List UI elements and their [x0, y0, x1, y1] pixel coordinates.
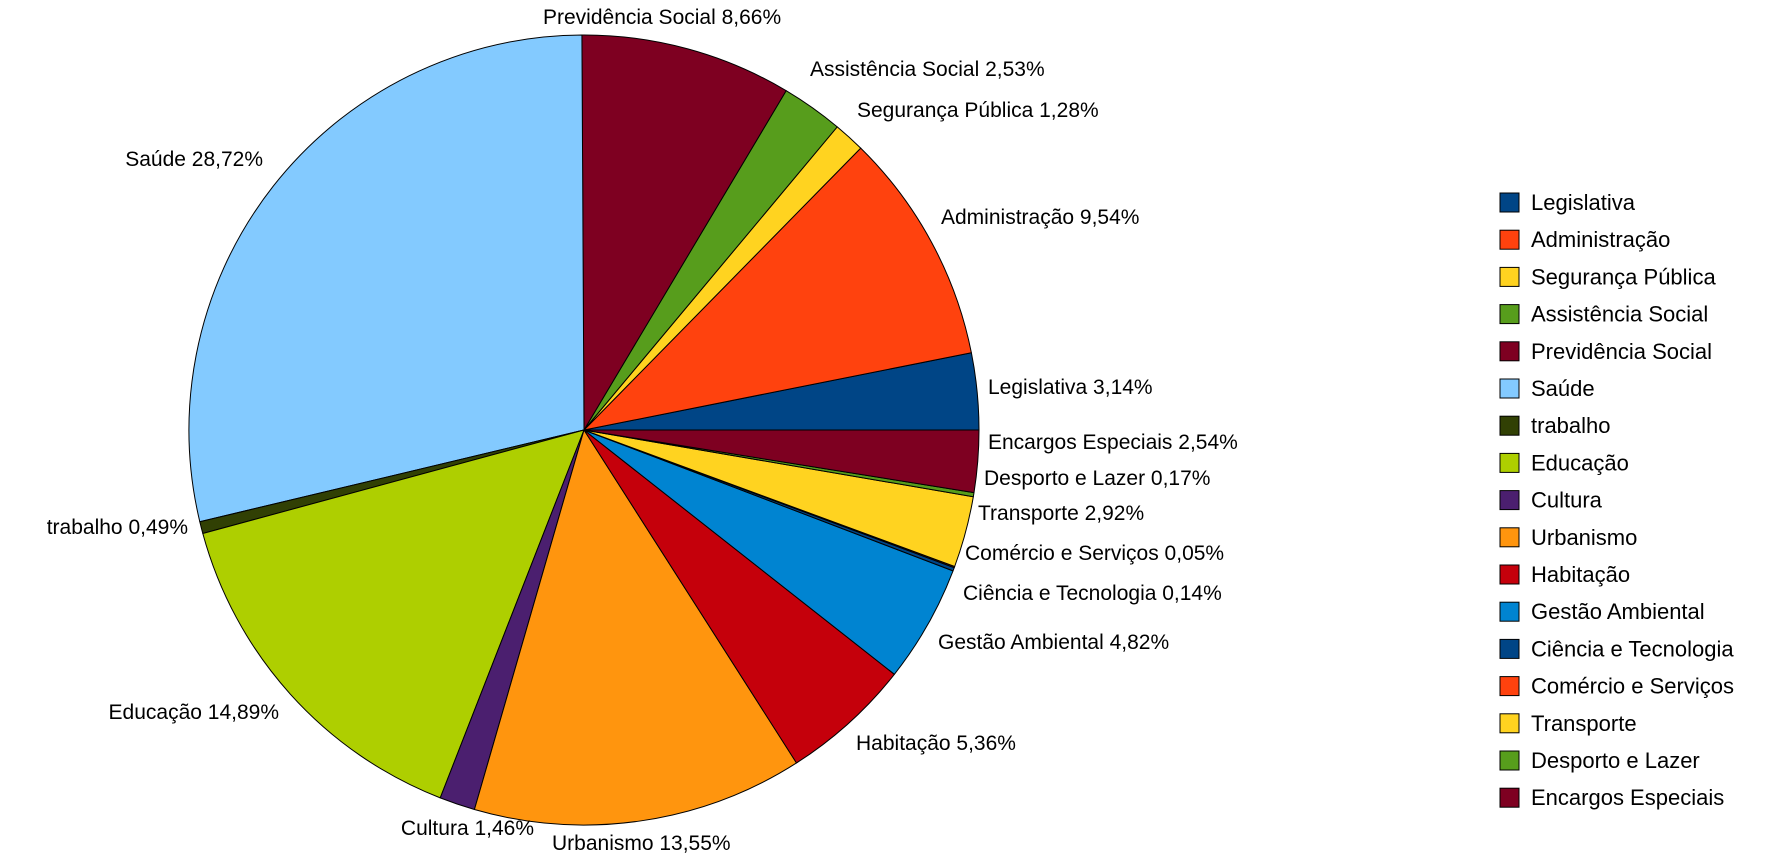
- legend-swatch-urbanismo: [1499, 527, 1520, 548]
- legend-swatch-cultura: [1499, 490, 1520, 511]
- slice-label-comercio-e-servicos: Comércio e Serviços 0,05%: [965, 542, 1224, 565]
- legend-label-seguranca-publica: Segurança Pública: [1531, 264, 1716, 289]
- legend-swatch-educacao: [1499, 452, 1520, 473]
- pie-slice-saude: [188, 34, 585, 523]
- legend-label-administracao: Administração: [1531, 227, 1670, 252]
- slice-label-assistencia-social: Assistência Social 2,53%: [810, 58, 1045, 81]
- slice-labels: Legislativa 3,14% Administração 9,54% Segu…: [47, 6, 1238, 855]
- pie-slice-habitacao: [583, 429, 895, 764]
- legend-swatch-legislativa: [1499, 192, 1520, 213]
- legend-label-habitacao: Habitação: [1531, 562, 1630, 587]
- pie-slice-administracao: [583, 147, 972, 431]
- legend-swatch-trabalho: [1499, 415, 1520, 436]
- legend-label-previdencia-social: Previdência Social: [1531, 339, 1712, 364]
- legend-swatch-gestao-ambiental: [1499, 601, 1520, 622]
- slice-label-saude: Saúde 28,72%: [125, 148, 263, 171]
- legend-swatch-previdencia-social: [1499, 341, 1520, 362]
- legend-label-saude: Saúde: [1531, 376, 1595, 401]
- slice-label-gestao-ambiental: Gestão Ambiental 4,82%: [938, 631, 1169, 654]
- legend: Legislativa Administração Segurança Públic…: [1499, 190, 1734, 810]
- legend-swatch-administracao: [1499, 229, 1520, 250]
- slice-label-encargos-especiais: Encargos Especiais 2,54%: [988, 431, 1238, 454]
- legend-swatch-ciencia-e-tecnologia: [1499, 638, 1520, 659]
- slice-label-legislativa: Legislativa 3,14%: [988, 376, 1153, 399]
- slice-label-trabalho: trabalho 0,49%: [47, 516, 188, 539]
- slice-label-desporto-e-lazer: Desporto e Lazer 0,17%: [984, 467, 1210, 490]
- legend-label-gestao-ambiental: Gestão Ambiental: [1531, 599, 1705, 624]
- legend-swatch-assistencia-social: [1499, 304, 1520, 325]
- legend-label-comercio-e-servicos: Comércio e Serviços: [1531, 674, 1734, 699]
- slice-label-administracao: Administração 9,54%: [941, 206, 1139, 229]
- legend-label-urbanismo: Urbanismo: [1531, 525, 1637, 550]
- legend-label-desporto-e-lazer: Desporto e Lazer: [1531, 748, 1700, 773]
- slice-label-habitacao: Habitação 5,36%: [856, 732, 1016, 755]
- pie-slice-encargos-especiais: [583, 429, 980, 494]
- slice-label-previdencia-social: Previdência Social 8,66%: [543, 6, 781, 29]
- slice-label-cultura: Cultura 1,46%: [401, 817, 534, 840]
- legend-swatch-transporte: [1499, 713, 1520, 734]
- slice-label-educacao: Educação 14,89%: [109, 701, 279, 724]
- legend-label-trabalho: trabalho: [1531, 413, 1611, 438]
- legend-swatch-habitacao: [1499, 564, 1520, 585]
- legend-label-ciencia-e-tecnologia: Ciência e Tecnologia: [1531, 636, 1734, 661]
- slice-label-ciencia-e-tecnologia: Ciência e Tecnologia 0,14%: [963, 582, 1222, 605]
- pie-slice-previdencia-social: [581, 34, 787, 431]
- legend-label-cultura: Cultura: [1531, 488, 1603, 513]
- slice-label-seguranca-publica: Segurança Pública 1,28%: [857, 99, 1099, 122]
- legend-label-educacao: Educação: [1531, 450, 1629, 475]
- legend-label-encargos-especiais: Encargos Especiais: [1531, 785, 1724, 810]
- pie-slice-urbanismo: [473, 429, 798, 826]
- pie-slice-educacao: [202, 429, 585, 799]
- legend-swatch-saude: [1499, 378, 1520, 399]
- legend-swatch-comercio-e-servicos: [1499, 676, 1520, 697]
- legend-label-transporte: Transporte: [1531, 711, 1637, 736]
- legend-swatch-desporto-e-lazer: [1499, 750, 1520, 771]
- slice-label-urbanismo: Urbanismo 13,55%: [552, 832, 731, 855]
- slice-label-transporte: Transporte 2,92%: [978, 502, 1144, 525]
- legend-swatch-encargos-especiais: [1499, 787, 1520, 808]
- legend-label-assistencia-social: Assistência Social: [1531, 302, 1708, 327]
- pie-slices: [188, 34, 980, 826]
- legend-label-legislativa: Legislativa: [1531, 190, 1636, 215]
- legend-swatch-seguranca-publica: [1499, 266, 1520, 287]
